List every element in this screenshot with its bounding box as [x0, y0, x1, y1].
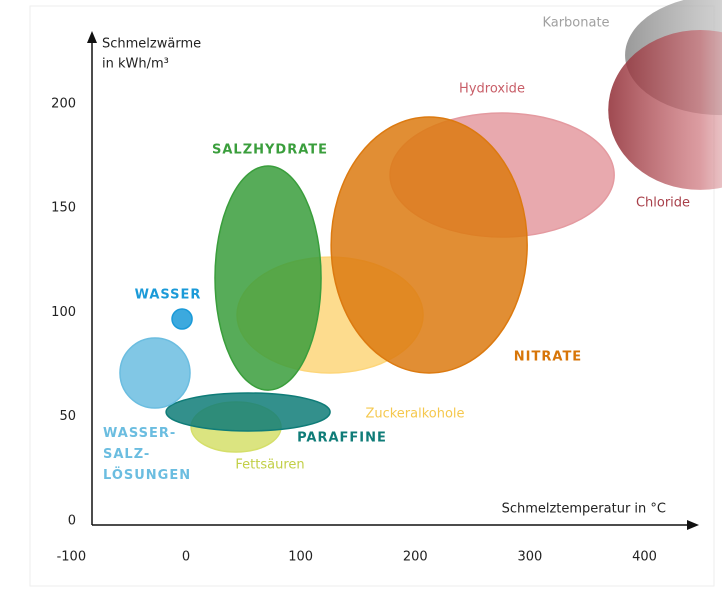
- region-label: NITRATE: [514, 350, 582, 365]
- x-tick-label: 200: [403, 550, 428, 565]
- x-label: Schmelztemperatur in °C: [502, 502, 666, 517]
- region-label: Chloride: [636, 196, 690, 211]
- y-tick-label: 0: [68, 513, 76, 528]
- x-arrow: [687, 520, 699, 530]
- region: [165, 392, 331, 432]
- x-tick-label: 100: [288, 550, 313, 565]
- y-tick-label: 100: [51, 305, 76, 320]
- region: [608, 30, 722, 190]
- region-label: WASSER: [135, 288, 202, 303]
- x-tick-label: 400: [632, 550, 657, 565]
- x-tick-label: 300: [518, 550, 543, 565]
- region: [330, 116, 528, 374]
- y-arrow: [87, 31, 97, 43]
- regions: [119, 0, 722, 453]
- region-label: Zuckeralkohole: [365, 407, 464, 422]
- y-tick-label: 50: [59, 409, 76, 424]
- y-label: Schmelzwärme: [102, 37, 201, 52]
- frame: [29, 5, 715, 587]
- y-tick-label: 150: [51, 201, 76, 216]
- region: [171, 308, 193, 330]
- region-label: WASSER-SALZ-LÖSUNGEN: [103, 426, 191, 483]
- x-tick-label: -100: [57, 550, 87, 565]
- region-label: Hydroxide: [459, 82, 525, 97]
- region: [214, 165, 322, 391]
- region: [119, 337, 191, 409]
- x-tick-label: 0: [182, 550, 190, 565]
- region-label: PARAFFINE: [297, 431, 387, 446]
- region-label: Karbonate: [542, 16, 609, 31]
- region-label: Fettsäuren: [235, 458, 304, 473]
- y-tick-label: 200: [51, 96, 76, 111]
- y-label: in kWh/m³: [102, 57, 169, 72]
- region-label: SALZHYDRATE: [212, 143, 328, 158]
